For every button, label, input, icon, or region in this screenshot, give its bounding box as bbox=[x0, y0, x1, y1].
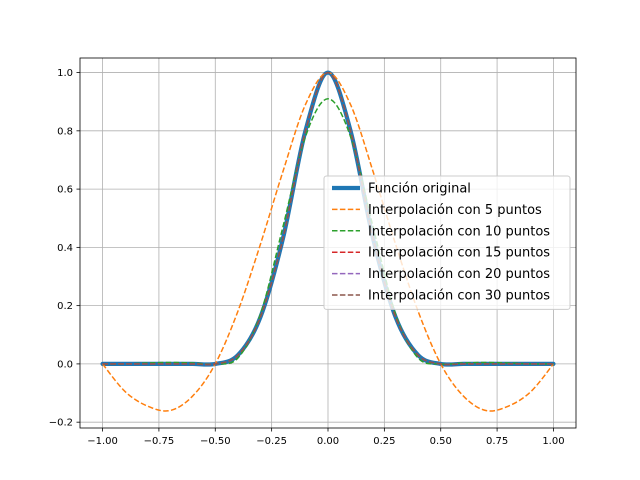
x-tick-label: 0.50 bbox=[430, 436, 452, 447]
x-tick-label: 0.00 bbox=[317, 436, 339, 447]
series-line-5 bbox=[102, 71, 554, 366]
y-tick-label: −0.2 bbox=[49, 418, 73, 429]
legend-label-4: Interpolación con 20 puntos bbox=[368, 267, 550, 282]
series-line-2 bbox=[102, 98, 554, 365]
x-tick-label: −0.50 bbox=[200, 436, 231, 447]
legend-box bbox=[323, 175, 571, 310]
legend: Función original Interpolación con 5 punt… bbox=[323, 175, 571, 310]
y-tick-label: 0.2 bbox=[57, 301, 73, 312]
legend-label-3: Interpolación con 15 puntos bbox=[368, 246, 550, 261]
y-tick-label: 0.6 bbox=[57, 185, 73, 196]
y-tick-label: 0.4 bbox=[57, 243, 73, 254]
legend-label-1: Interpolación con 5 puntos bbox=[368, 203, 542, 218]
legend-label-0: Función original bbox=[368, 182, 471, 197]
legend-label-2: Interpolación con 10 puntos bbox=[368, 224, 550, 239]
x-tick-label: 0.25 bbox=[373, 436, 395, 447]
x-axis-ticks: −1.00 −0.75 −0.50 −0.25 0.00 0.25 0.50 0.75 1.00 bbox=[87, 428, 565, 447]
y-tick-label: 0.0 bbox=[57, 359, 73, 370]
y-tick-label: 0.8 bbox=[57, 126, 73, 137]
x-tick-label: −0.75 bbox=[144, 436, 175, 447]
y-tick-label: 1.0 bbox=[57, 68, 73, 79]
series-lines bbox=[100, 70, 556, 412]
x-tick-label: 1.00 bbox=[542, 436, 564, 447]
x-tick-label: −1.00 bbox=[87, 436, 118, 447]
x-tick-label: 0.75 bbox=[486, 436, 508, 447]
x-tick-label: −0.25 bbox=[256, 436, 287, 447]
y-axis-ticks: −0.2 0.0 0.2 0.4 0.6 0.8 1.0 bbox=[49, 68, 80, 429]
legend-label-5: Interpolación con 30 puntos bbox=[368, 289, 550, 304]
